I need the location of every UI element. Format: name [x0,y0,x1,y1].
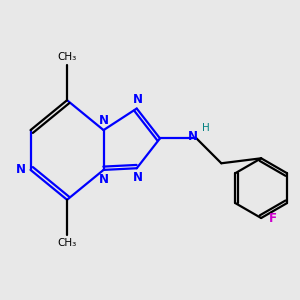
Text: N: N [16,164,26,176]
Text: N: N [99,173,109,186]
Text: H: H [202,123,210,133]
Text: CH₃: CH₃ [57,52,77,62]
Text: N: N [188,130,198,143]
Text: F: F [268,212,276,224]
Text: CH₃: CH₃ [57,238,77,248]
Text: N: N [99,114,109,127]
Text: N: N [132,93,142,106]
Text: N: N [132,171,142,184]
